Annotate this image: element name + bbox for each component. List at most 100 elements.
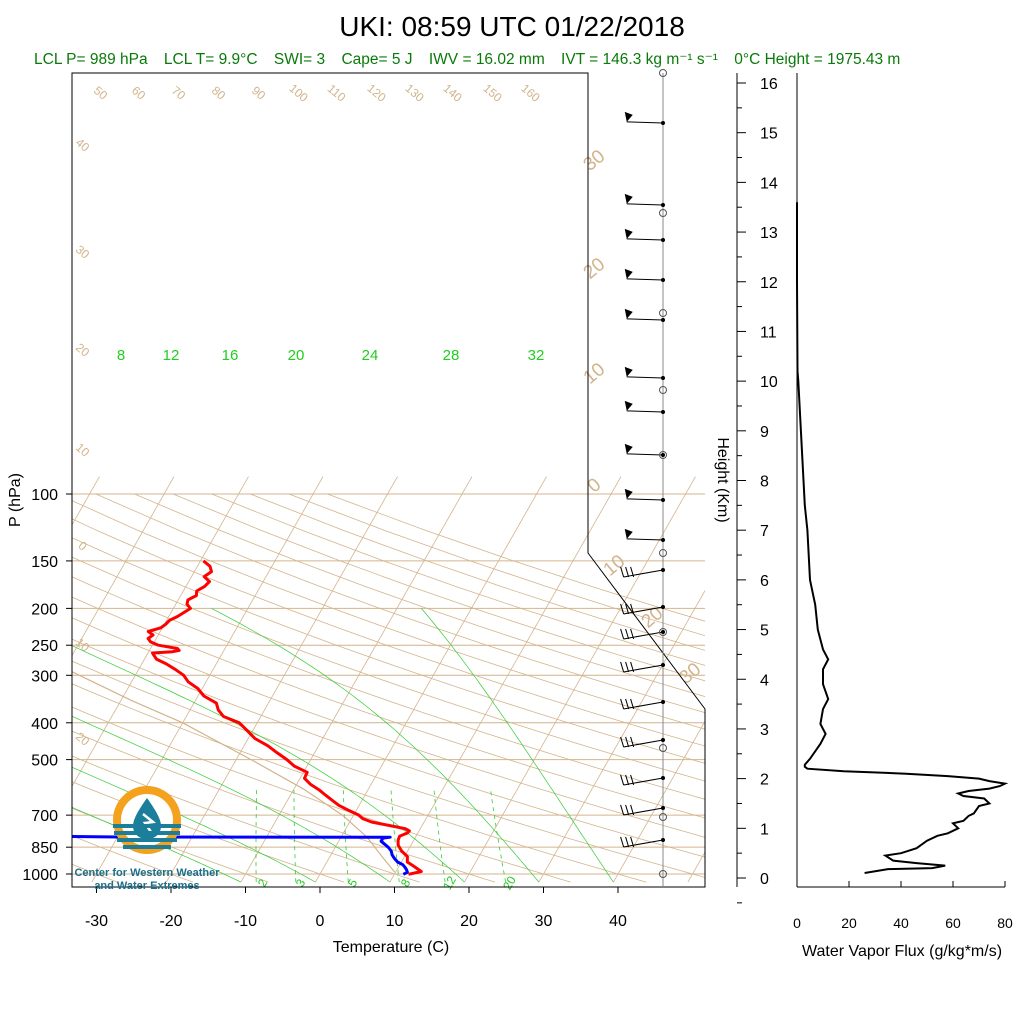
mixing-ratio-label: 12	[440, 873, 459, 892]
wind-barb	[624, 193, 665, 207]
flux-tick-label: 80	[997, 915, 1013, 931]
temperature-line	[146, 559, 423, 876]
dry-adiabat-line	[72, 537, 705, 764]
height-tick-label: 14	[760, 175, 778, 192]
flux-axis-label: Water Vapor Flux (g/kg*m/s)	[802, 943, 1002, 960]
temperature-tick-label: 10	[386, 913, 404, 930]
height-tick-label: 1	[760, 821, 769, 838]
stat-lcl-p: LCL P= 989 hPa	[34, 51, 148, 68]
isotherm-line	[613, 720, 705, 883]
wind-barb	[620, 736, 665, 748]
height-tick-label: 6	[760, 573, 769, 590]
wind-station-marker	[659, 870, 667, 878]
wind-barb	[624, 111, 665, 125]
pressure-tick-label: 1000	[22, 867, 58, 884]
stat-cape: Cape= 5 J	[341, 51, 412, 68]
flux-series-line	[796, 202, 1009, 874]
pressure-tick-label: 200	[31, 601, 58, 618]
height-tick-label: 5	[760, 623, 769, 640]
mixing-ratio-label: 28	[443, 347, 460, 364]
isotherm-line	[315, 476, 547, 883]
dry-adiabat-line	[72, 660, 705, 878]
wind-barb	[624, 400, 665, 414]
wind-station-marker	[659, 309, 667, 317]
temperature-tick-label: -30	[85, 913, 108, 930]
height-tick-label: 11	[760, 324, 777, 341]
pressure-tick-label: 400	[31, 716, 58, 733]
wind-barb	[624, 228, 665, 242]
height-axis-label: Height (Km)	[714, 437, 731, 522]
flux-tick-label: 60	[945, 915, 961, 931]
pressure-tick-label: 100	[31, 487, 58, 504]
stat-freezing-height: 0°C Height = 1975.43 m	[734, 51, 900, 68]
wind-barb	[624, 528, 665, 542]
isotherm-line	[166, 476, 398, 883]
wind-station-marker	[659, 628, 667, 636]
moist-adiabat-line	[211, 608, 540, 883]
dry-adiabat-line	[72, 576, 705, 800]
stat-swi: SWI= 3	[274, 51, 325, 68]
temperature-tick-label: 0	[316, 913, 325, 930]
stat-ivt: IVT = 146.3 kg m⁻¹ s⁻¹	[561, 51, 718, 68]
pressure-tick-label: 500	[31, 753, 58, 770]
dry-adiabat-line	[134, 493, 705, 697]
stats-line: LCL P= 989 hPa LCL T= 9.9°C SWI= 3 Cape=…	[34, 51, 900, 68]
mixing-ratio-label: 20	[500, 873, 519, 892]
height-tick-label: 13	[760, 225, 778, 242]
dry-adiabat-line	[211, 493, 705, 666]
height-tick-label: 7	[760, 523, 769, 540]
logo-wave-band	[113, 824, 181, 828]
dry-adiabat-line	[95, 493, 705, 714]
pressure-tick-label: 300	[31, 668, 58, 685]
dry-adiabat-line	[72, 835, 194, 883]
flux-tick-label: 0	[793, 915, 801, 931]
isotherm-line	[389, 476, 622, 883]
stat-lcl-t: LCL T= 9.9°C	[164, 51, 258, 68]
wind-station-marker	[659, 209, 667, 217]
mixing-ratio-label: 8	[117, 347, 125, 364]
pressure-tick-label: 250	[31, 638, 58, 655]
flux-tick-label: 40	[893, 915, 909, 931]
wind-station-marker	[659, 386, 667, 394]
dry-adiabat-line	[72, 683, 647, 883]
stat-iwv: IWV = 16.02 mm	[429, 51, 545, 68]
wind-barb	[620, 603, 665, 615]
flux-tick-label: 20	[841, 915, 857, 931]
logo-text-line-2: and Water Extremes	[94, 880, 199, 892]
mixing-ratio-label: 12	[163, 347, 180, 364]
wind-barb	[620, 698, 665, 710]
cw3e-logo	[113, 786, 181, 854]
pressure-tick-label: 850	[31, 840, 58, 857]
chart-title: UKI: 08:59 UTC 01/22/2018	[339, 11, 685, 42]
dry-adiabat-line	[72, 807, 269, 883]
moist-adiabat-line	[72, 715, 391, 883]
wind-barb	[620, 661, 665, 673]
wind-barb	[624, 366, 665, 380]
mixing-ratio-line	[255, 789, 257, 883]
dry-adiabat-line	[72, 556, 705, 782]
wind-station-marker	[659, 451, 667, 459]
dry-adiabat-line	[72, 730, 496, 883]
isotherm-line	[240, 476, 473, 883]
wind-barb	[620, 774, 665, 786]
wind-barb	[624, 268, 665, 282]
wind-barb	[624, 308, 665, 322]
temperature-tick-label: 30	[535, 913, 553, 930]
wind-barb	[624, 443, 665, 457]
mixing-ratio-label: 24	[362, 347, 379, 364]
isotherm-line	[72, 476, 175, 657]
temperature-tick-label: 40	[609, 913, 627, 930]
isotherm-line	[464, 476, 696, 883]
mixing-ratio-line	[390, 789, 400, 883]
plot-frame	[71, 72, 706, 888]
wind-station-marker	[659, 69, 667, 77]
height-tick-label: 9	[760, 424, 769, 441]
dry-adiabat-line	[72, 617, 705, 838]
height-tick-label: 2	[760, 772, 769, 789]
logo-text-line-1: Center for Western Weather	[74, 867, 220, 879]
dry-adiabat-line	[72, 755, 420, 883]
mixing-ratio-label: 20	[288, 347, 305, 364]
isotherm-line	[538, 589, 705, 883]
